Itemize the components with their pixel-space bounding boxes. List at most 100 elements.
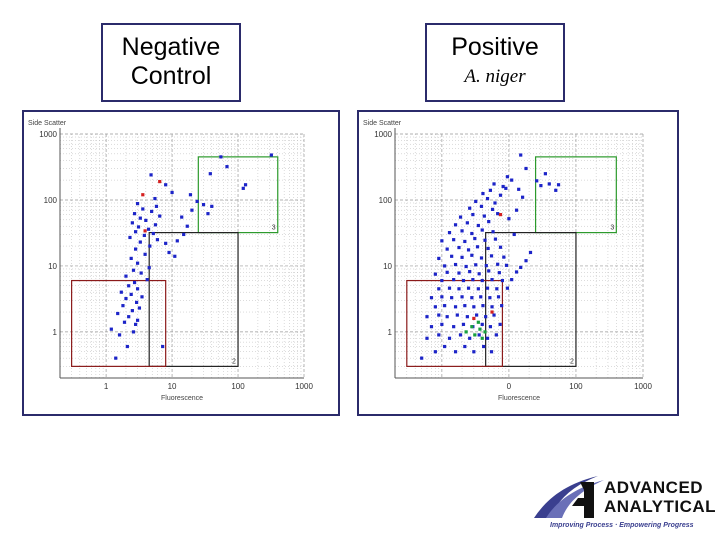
data-point: [134, 230, 138, 234]
data-point: [109, 327, 113, 331]
data-point: [269, 153, 273, 157]
data-point: [185, 224, 189, 228]
data-point: [437, 333, 441, 337]
data-point: [505, 286, 510, 290]
data-point: [514, 270, 519, 274]
data-point: [543, 172, 547, 176]
data-point: [481, 191, 485, 196]
data-point: [465, 315, 469, 319]
data-point: [131, 268, 136, 272]
data-point: [121, 304, 125, 308]
gate-middle: [485, 232, 577, 367]
data-point: [188, 193, 193, 197]
data-point: [488, 188, 493, 192]
data-point: [477, 333, 481, 337]
data-point: [461, 278, 466, 283]
x-tick-label: 10: [168, 382, 177, 391]
data-point: [490, 305, 494, 309]
data-point: [440, 278, 444, 283]
data-point: [148, 244, 152, 248]
x-axis-label: Fluorescence: [161, 395, 203, 402]
data-point: [496, 295, 501, 299]
data-point: [225, 165, 229, 169]
data-point: [473, 236, 477, 241]
data-point: [520, 195, 525, 199]
data-point: [488, 296, 492, 300]
data-point: [484, 315, 488, 319]
data-point: [554, 188, 558, 192]
negative-control-label: Negative Control: [101, 23, 241, 102]
data-point: [447, 336, 452, 340]
data-point: [524, 259, 528, 263]
data-point: [472, 350, 476, 354]
data-point: [167, 250, 171, 255]
logo-text-analytical: ANALYTICAL: [604, 497, 717, 516]
data-point: [498, 322, 502, 326]
data-point: [131, 330, 136, 334]
data-point: [510, 278, 514, 282]
data-point: [425, 336, 429, 340]
data-point: [145, 278, 149, 282]
data-point-green: [464, 330, 468, 334]
data-point: [487, 219, 491, 224]
data-point: [182, 232, 186, 237]
data-point: [147, 266, 151, 270]
data-point: [501, 184, 505, 189]
data-point: [466, 286, 471, 290]
data-point: [468, 270, 472, 274]
data-point: [514, 208, 519, 212]
data-point: [143, 252, 147, 256]
data-point: [471, 278, 475, 282]
data-point: [151, 231, 155, 236]
data-point: [136, 225, 141, 229]
data-point: [164, 183, 168, 187]
data-point: [510, 178, 514, 182]
data-point: [164, 241, 168, 245]
negative-title-line2: Control: [130, 62, 212, 90]
data-point: [453, 262, 458, 267]
data-point: [460, 295, 464, 299]
data-point: [153, 196, 157, 201]
data-point: [130, 309, 134, 313]
data-point: [502, 255, 506, 259]
y-tick-label: 10: [383, 262, 392, 271]
positive-title: Positive: [451, 33, 539, 61]
data-point: [463, 239, 467, 244]
data-point: [440, 295, 444, 299]
data-point: [490, 207, 495, 211]
data-point: [155, 238, 160, 242]
data-point: [135, 287, 140, 291]
data-point: [420, 356, 424, 360]
data-point: [125, 344, 129, 349]
data-point: [465, 221, 469, 225]
logo-tagline: Improving Process · Empowering Progress: [550, 522, 694, 529]
data-point: [437, 256, 441, 261]
data-point: [482, 214, 486, 218]
data-point: [485, 196, 490, 201]
x-tick-label: 0: [507, 382, 512, 391]
data-point: [443, 304, 447, 308]
data-point: [497, 271, 501, 275]
data-point: [425, 315, 429, 319]
data-point: [124, 296, 128, 301]
data-point: [505, 175, 510, 179]
data-point-green: [473, 333, 477, 337]
data-point: [476, 287, 480, 291]
data-point: [457, 245, 461, 250]
data-point: [493, 237, 498, 241]
data-point: [474, 263, 478, 267]
data-point: [481, 304, 485, 308]
data-point-green: [483, 330, 487, 334]
data-point: [146, 227, 151, 231]
positive-plot-frame: 1 10 100 1000 0 100 1000 Side Scatter Fluorescen…: [357, 110, 679, 416]
data-point: [433, 272, 437, 276]
data-point: [452, 325, 456, 329]
data-point: [519, 265, 523, 269]
data-point: [468, 206, 472, 210]
gate-lower-left: [71, 279, 167, 367]
data-point: [445, 270, 449, 274]
data-point: [127, 315, 131, 319]
data-point: [241, 186, 245, 190]
data-point: [556, 183, 561, 187]
data-point: [141, 207, 145, 211]
